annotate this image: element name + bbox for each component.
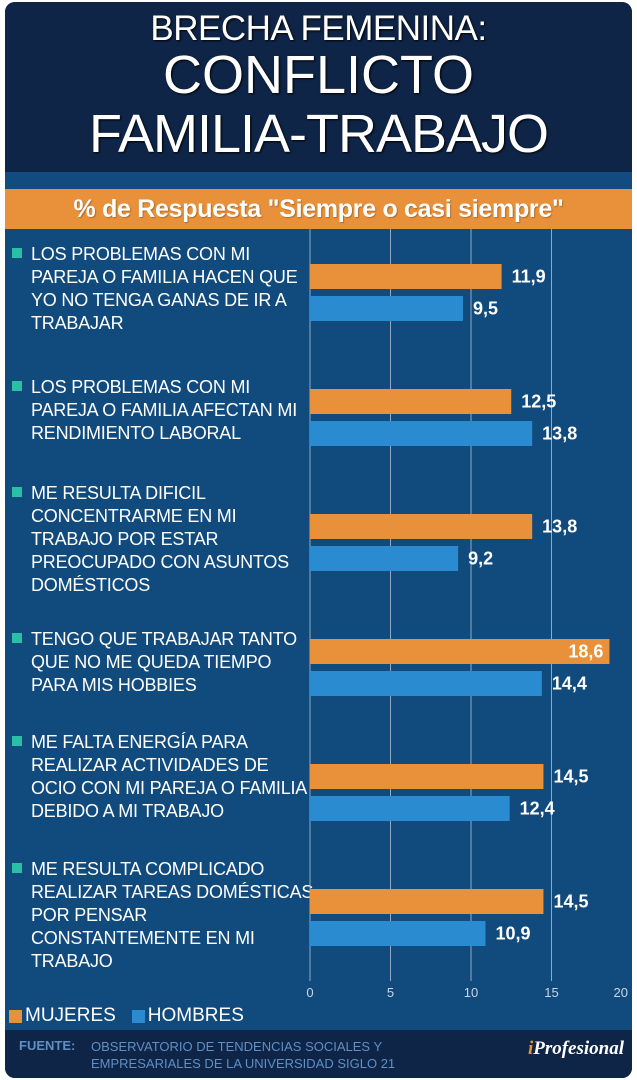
data-label-hombres: 13,8	[542, 424, 577, 444]
bar-hombres	[310, 296, 463, 321]
bullet-icon	[12, 381, 22, 391]
data-label-hombres: 10,9	[495, 924, 530, 944]
bullet-icon	[12, 248, 22, 258]
data-label-mujeres: 14,5	[553, 892, 588, 912]
source-label: FUENTE:	[19, 1038, 76, 1053]
bullet-icon	[12, 633, 22, 643]
source-line-2: EMPRESARIALES DE LA UNIVERSIDAD SIGLO 21	[91, 1056, 396, 1071]
legend-label-mujeres: MUJERES	[25, 1005, 116, 1026]
x-tick-label: 15	[544, 985, 558, 1000]
category-text: ME RESULTA DIFICIL CONCENTRARME EN MI TR…	[31, 483, 289, 595]
data-label-hombres: 9,2	[468, 549, 493, 569]
bullet-icon	[12, 487, 22, 497]
bar-mujeres	[310, 639, 610, 664]
bar-hombres	[310, 421, 533, 446]
legend-label-hombres: HOMBRES	[147, 1005, 244, 1026]
data-label-mujeres: 18,6	[568, 642, 603, 662]
infographic-panel: BRECHA FEMENINA: CONFLICTO FAMILIA-TRABA…	[5, 2, 632, 1078]
bar-mujeres	[310, 389, 512, 414]
legend: MUJERES HOMBRES	[9, 1003, 260, 1029]
data-label-mujeres: 13,8	[542, 517, 577, 537]
data-label-mujeres: 14,5	[553, 767, 588, 787]
category-text: LOS PROBLEMAS CON MI PAREJA O FAMILIA HA…	[31, 244, 298, 333]
bar-hombres	[310, 671, 542, 696]
x-tick-label: 5	[387, 985, 394, 1000]
bar-mujeres	[310, 514, 533, 539]
source-line-1: OBSERVATORIO DE TENDENCIAS SOCIALES Y	[91, 1039, 383, 1054]
title-line-2: CONFLICTO	[162, 45, 475, 105]
logo-i: i	[527, 1038, 534, 1059]
legend-item-hombres: HOMBRES	[131, 1005, 244, 1027]
header: BRECHA FEMENINA: CONFLICTO FAMILIA-TRABA…	[5, 2, 632, 172]
bar-chart: 0 5 10 15 20 11,9 12,5 13,8 18,6 14,5 14,5 9,5 13,8 9…	[306, 229, 628, 1000]
category-text: LOS PROBLEMAS CON MI PAREJA O FAMILIA AF…	[31, 377, 297, 443]
data-label-hombres: 9,5	[473, 299, 498, 319]
x-tick-label: 0	[306, 985, 313, 1000]
bar-hombres	[310, 546, 459, 571]
bullet-icon	[12, 863, 22, 873]
bar-hombres	[310, 921, 486, 946]
category-text: ME FALTA ENERGÍA PARA REALIZAR ACTIVIDAD…	[31, 732, 307, 821]
bullet-icon	[12, 736, 22, 746]
title-line-1: BRECHA FEMENINA:	[150, 9, 487, 48]
data-label-mujeres: 11,9	[512, 267, 546, 287]
x-tick-label: 20	[614, 985, 628, 1000]
logo-text: Profesional	[533, 1038, 624, 1059]
bar-mujeres	[310, 889, 544, 914]
source-text: OBSERVATORIO DE TENDENCIAS SOCIALES Y EM…	[91, 1038, 491, 1072]
subtitle-band: % de Respuesta "Siempre o casi siempre"	[5, 189, 632, 229]
legend-swatch-mujeres	[9, 1009, 22, 1023]
data-label-mujeres: 12,5	[521, 392, 556, 412]
bar-mujeres	[310, 764, 544, 789]
bar-mujeres	[310, 264, 502, 289]
chart-area: LOS PROBLEMAS CON MI PAREJA O FAMILIA HA…	[5, 229, 632, 1029]
legend-item-mujeres: MUJERES	[9, 1005, 116, 1027]
category-text: TENGO QUE TRABAJAR TANTO QUE NO ME QUEDA…	[31, 629, 297, 695]
x-tick-label: 10	[464, 985, 478, 1000]
bar-hombres	[310, 796, 510, 821]
data-label-hombres: 12,4	[520, 799, 555, 819]
category-text: ME RESULTA COMPLICADO REALIZAR TAREAS DO…	[31, 859, 314, 971]
title-line-3: FAMILIA-TRABAJO	[88, 104, 549, 164]
divider-band	[5, 172, 632, 189]
data-label-hombres: 14,4	[552, 674, 587, 694]
legend-swatch-hombres	[131, 1009, 145, 1023]
footer: FUENTE: OBSERVATORIO DE TENDENCIAS SOCIA…	[5, 1030, 632, 1078]
iprofesional-logo: iProfesional	[528, 1038, 624, 1060]
